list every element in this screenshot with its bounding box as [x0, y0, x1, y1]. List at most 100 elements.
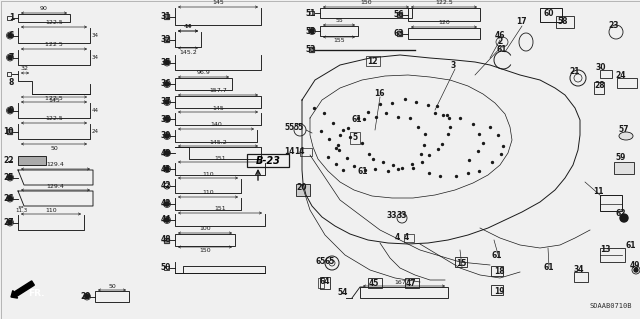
Circle shape: [84, 294, 89, 299]
Circle shape: [620, 214, 628, 222]
Text: 61: 61: [358, 167, 368, 176]
Text: 46: 46: [495, 32, 505, 41]
Text: 32: 32: [21, 66, 29, 71]
FancyArrow shape: [11, 281, 35, 298]
Bar: [491, 266, 503, 276]
Text: 150: 150: [199, 249, 211, 254]
Text: 50: 50: [108, 284, 116, 288]
Bar: [350, 132, 360, 144]
Text: 3: 3: [451, 61, 456, 70]
Bar: [7, 16, 12, 20]
Bar: [164, 238, 169, 242]
Text: 48: 48: [161, 235, 171, 244]
Text: 55: 55: [335, 19, 343, 24]
Text: 122 5: 122 5: [45, 42, 63, 48]
Text: 24: 24: [616, 70, 627, 79]
Bar: [164, 14, 169, 19]
Text: 30: 30: [596, 63, 606, 72]
Text: 15: 15: [456, 258, 466, 268]
Circle shape: [634, 268, 638, 272]
Bar: [617, 78, 637, 88]
Text: 32: 32: [161, 35, 171, 44]
Text: 11: 11: [593, 188, 604, 197]
Text: 5: 5: [353, 133, 358, 143]
Bar: [556, 16, 574, 28]
Bar: [175, 96, 261, 108]
Text: 16: 16: [374, 88, 384, 98]
Text: 120: 120: [438, 20, 450, 26]
Text: 55: 55: [285, 122, 295, 131]
Text: 50: 50: [50, 145, 58, 151]
Bar: [397, 12, 402, 17]
Text: 29: 29: [81, 292, 91, 301]
Text: FR.: FR.: [28, 288, 45, 298]
Text: 150: 150: [360, 1, 372, 5]
Text: 6: 6: [9, 31, 14, 40]
Circle shape: [8, 108, 12, 113]
Text: 145: 145: [48, 99, 60, 103]
Text: 96.9: 96.9: [196, 70, 211, 76]
Text: 22: 22: [3, 156, 14, 165]
Bar: [404, 234, 414, 242]
Bar: [318, 278, 324, 288]
Text: 11.3: 11.3: [15, 209, 27, 213]
Bar: [164, 238, 169, 242]
Bar: [300, 148, 312, 156]
Text: 61: 61: [492, 250, 502, 259]
Bar: [7, 129, 12, 134]
Text: 9: 9: [9, 106, 14, 115]
Text: 4: 4: [403, 234, 408, 242]
Circle shape: [8, 196, 12, 201]
Text: 55: 55: [294, 122, 304, 131]
Circle shape: [165, 82, 169, 86]
Bar: [175, 234, 235, 246]
Text: 157.7: 157.7: [209, 88, 227, 93]
Text: 110: 110: [202, 172, 214, 176]
Bar: [491, 285, 503, 295]
Text: 33: 33: [397, 211, 407, 220]
Text: 34: 34: [92, 55, 99, 60]
Bar: [600, 70, 612, 78]
Text: 110: 110: [202, 190, 214, 196]
Text: 122.5: 122.5: [45, 20, 63, 26]
Bar: [320, 26, 358, 36]
Text: 50: 50: [161, 263, 171, 272]
Text: 7: 7: [8, 53, 14, 62]
Text: 33: 33: [387, 211, 397, 220]
Text: 35: 35: [161, 58, 171, 67]
Text: 1: 1: [9, 13, 14, 23]
Text: 54: 54: [338, 288, 348, 297]
Text: 52: 52: [306, 26, 316, 35]
Text: 167: 167: [394, 279, 406, 285]
Circle shape: [310, 29, 314, 33]
Text: 151: 151: [214, 155, 226, 160]
Bar: [574, 272, 588, 282]
Text: 43: 43: [161, 199, 171, 209]
Bar: [368, 278, 382, 288]
Text: 90: 90: [40, 6, 48, 11]
Text: 44: 44: [161, 216, 171, 225]
Circle shape: [165, 100, 169, 104]
Bar: [600, 195, 622, 211]
Bar: [320, 277, 330, 289]
Text: 44: 44: [92, 108, 99, 113]
Text: 122 5: 122 5: [45, 95, 63, 100]
Bar: [408, 8, 480, 21]
Text: 18: 18: [493, 268, 504, 277]
Bar: [360, 287, 448, 298]
Text: 23: 23: [609, 20, 620, 29]
Circle shape: [165, 202, 169, 206]
Text: 2: 2: [497, 38, 502, 47]
Text: 49: 49: [630, 262, 640, 271]
Text: 10: 10: [3, 127, 14, 136]
Bar: [309, 11, 314, 15]
Text: 140: 140: [210, 122, 222, 128]
Text: 57: 57: [619, 125, 629, 135]
Text: 129.4: 129.4: [47, 162, 65, 167]
Bar: [408, 28, 480, 39]
Bar: [397, 31, 402, 36]
Text: 41: 41: [161, 165, 171, 174]
Bar: [18, 156, 46, 165]
Bar: [175, 78, 232, 90]
Text: 145: 145: [212, 106, 224, 110]
